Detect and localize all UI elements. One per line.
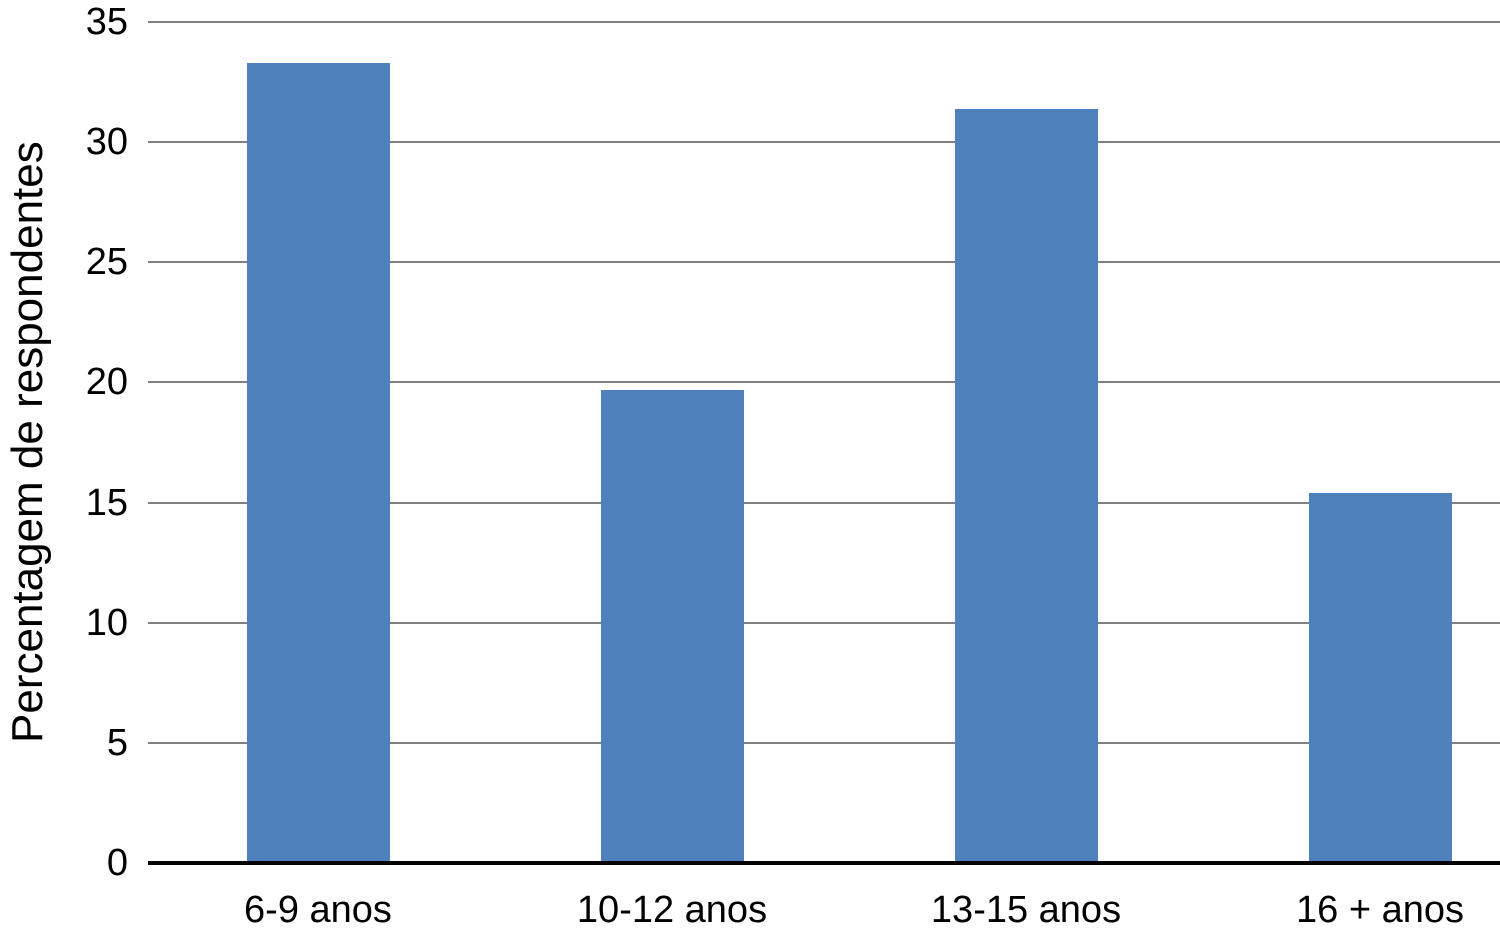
gridline bbox=[148, 261, 1500, 264]
y-tick-label: 25 bbox=[85, 241, 128, 284]
y-tick-label: 15 bbox=[85, 481, 128, 524]
y-tick-label: 20 bbox=[85, 361, 128, 404]
plot-area bbox=[148, 21, 1500, 865]
y-tick-label: 0 bbox=[106, 842, 128, 884]
y-tick-label: 30 bbox=[85, 121, 128, 164]
gridline bbox=[148, 141, 1500, 144]
bar-10-12-anos bbox=[600, 389, 744, 863]
y-axis-tick-labels: 0 5 10 15 20 25 30 35 bbox=[0, 3, 128, 882]
y-tick-label: 35 bbox=[85, 1, 128, 43]
x-category-label: 13-15 anos bbox=[930, 889, 1122, 931]
gridline bbox=[148, 21, 1500, 23]
bar-13-15-anos bbox=[954, 108, 1098, 863]
gridline bbox=[148, 381, 1500, 384]
bar-6-9-anos bbox=[246, 62, 390, 863]
x-category-label: 16 + anos bbox=[1296, 889, 1464, 931]
x-axis-category-labels: 6-9 anos 10-12 anos 13-15 anos 16 + anos bbox=[0, 885, 1500, 941]
y-tick-label: 10 bbox=[85, 601, 128, 644]
x-category-label: 6-9 anos bbox=[244, 889, 392, 931]
x-axis-line bbox=[148, 861, 1500, 865]
bar-16-+-anos bbox=[1308, 492, 1452, 863]
gridline bbox=[148, 621, 1500, 624]
y-tick-label: 5 bbox=[106, 721, 128, 764]
gridline bbox=[148, 741, 1500, 744]
x-category-label: 10-12 anos bbox=[576, 889, 768, 931]
gridline bbox=[148, 501, 1500, 504]
